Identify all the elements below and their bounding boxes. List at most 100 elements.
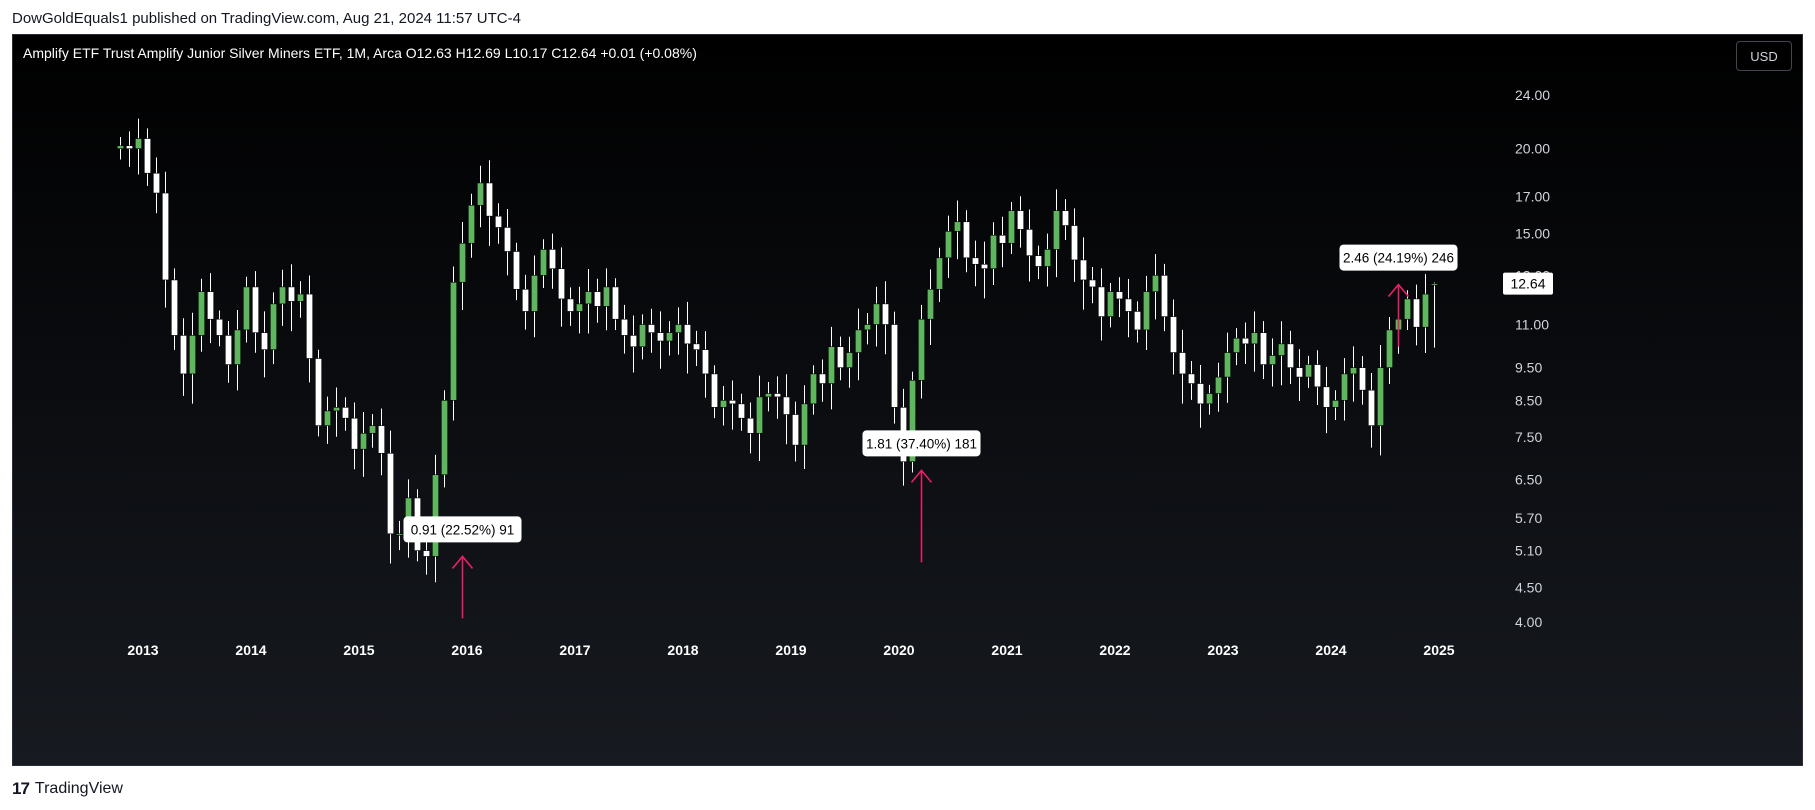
y-tick-label: 24.00 — [1515, 87, 1550, 103]
candle-down — [305, 293, 313, 359]
candle-down — [171, 279, 179, 336]
candle-up — [1044, 249, 1052, 267]
candle-down — [629, 335, 637, 348]
y-tick-label: 4.50 — [1515, 579, 1542, 595]
candle-down — [153, 172, 161, 194]
candle-down — [1314, 364, 1322, 388]
candle-down — [1179, 352, 1187, 375]
x-tick-label-2014: 2014 — [235, 642, 266, 658]
candle-down — [1080, 259, 1088, 281]
tradingview-logo-icon: 17 — [12, 779, 30, 798]
y-tick-label: 7.50 — [1515, 429, 1542, 445]
candle-up — [117, 145, 125, 149]
x-tick-label-2024: 2024 — [1315, 642, 1346, 658]
candle-up — [449, 281, 457, 401]
candle-down — [593, 291, 601, 307]
candle-up — [243, 286, 251, 331]
candle-down — [557, 268, 565, 300]
annotation-arrowhead-1 — [910, 469, 933, 483]
candle-up — [1431, 283, 1439, 286]
candle-up — [944, 231, 952, 259]
candle-up — [800, 403, 808, 446]
candle-up — [908, 379, 916, 462]
currency-button[interactable]: USD — [1736, 41, 1792, 71]
candle-down — [566, 298, 574, 312]
annotation-arrowhead-2 — [1387, 283, 1410, 298]
candle-down — [1089, 279, 1097, 288]
x-tick-label-2018: 2018 — [667, 642, 698, 658]
x-tick-label-2015: 2015 — [343, 642, 374, 658]
x-tick-label-2019: 2019 — [775, 642, 806, 658]
candle-up — [845, 352, 853, 368]
candle-up — [1251, 332, 1259, 345]
x-tick-label-2020: 2020 — [883, 642, 914, 658]
candle-up — [1332, 400, 1340, 408]
candle-up — [665, 332, 673, 342]
candle-up — [1224, 352, 1232, 378]
candle-down — [341, 407, 349, 419]
candle-down — [1161, 275, 1169, 317]
candle-up — [809, 373, 817, 405]
candle-up — [395, 533, 403, 536]
annotation-label-2: 2.46 (24.19%) 246 — [1343, 251, 1454, 266]
candle-down — [710, 373, 718, 408]
candle-down — [261, 332, 269, 350]
candle-up — [674, 324, 682, 333]
annotation-label-0: 0.91 (22.52%) 91 — [411, 522, 515, 537]
candle-down — [512, 251, 520, 290]
candle-down — [207, 291, 215, 320]
candle-up — [1143, 291, 1151, 331]
candle-down — [548, 249, 556, 269]
candle-up — [1053, 210, 1061, 250]
chart-pane[interactable]: 2013 2014 2015 2016 2017 2018 2019 2020 2021 2022… — [12, 34, 1803, 766]
x-tick-label-2017: 2017 — [559, 642, 590, 658]
candle-down — [1016, 210, 1024, 230]
candle-down — [252, 286, 260, 333]
candle-up — [189, 335, 197, 375]
candle-down — [782, 396, 790, 415]
candle-down — [692, 343, 700, 350]
candle-up — [323, 410, 331, 426]
annotation-label-box-1 — [862, 430, 981, 457]
candle-down — [890, 324, 898, 408]
candle-down — [1287, 343, 1295, 368]
candle-up — [1278, 343, 1286, 356]
candle-down — [350, 417, 358, 450]
candle-down — [287, 286, 295, 302]
candle-up — [1422, 293, 1430, 328]
last-price-label: 12.64 — [1510, 276, 1545, 292]
candle-up — [1305, 364, 1313, 378]
candle-down — [521, 288, 529, 312]
x-tick-label-2021: 2021 — [991, 642, 1022, 658]
candle-down — [737, 403, 745, 419]
candle-down — [620, 318, 628, 336]
candle-down — [1296, 367, 1304, 378]
candle-down — [962, 221, 970, 259]
candle-up — [584, 291, 592, 305]
candle-down — [1098, 286, 1106, 317]
candle-up — [602, 286, 610, 307]
candle-down — [746, 417, 754, 434]
candle-down — [728, 400, 736, 405]
candle-down — [1359, 367, 1367, 391]
candle-up — [368, 425, 376, 434]
candle-down — [1125, 298, 1133, 312]
candle-up — [827, 346, 835, 384]
candle-up — [296, 293, 304, 302]
candle-down — [791, 414, 799, 446]
candle-down — [314, 358, 322, 426]
candle-down — [1134, 311, 1142, 331]
tradingview-logo[interactable]: 17 TradingView — [12, 779, 123, 799]
candle-down — [998, 234, 1006, 244]
candle-down — [1170, 316, 1178, 353]
candle-down — [1034, 255, 1042, 267]
tradingview-brand: TradingView — [34, 780, 123, 797]
candlestick-chart[interactable]: 2013 2014 2015 2016 2017 2018 2019 2020 2021 2022… — [13, 35, 1803, 766]
candle-down — [422, 550, 430, 557]
y-tick-label: 5.70 — [1515, 510, 1542, 526]
candle-up — [431, 474, 439, 557]
candle-up — [359, 432, 367, 450]
candle-up — [269, 303, 277, 350]
candle-up — [1341, 373, 1349, 401]
candle-up — [458, 242, 466, 283]
